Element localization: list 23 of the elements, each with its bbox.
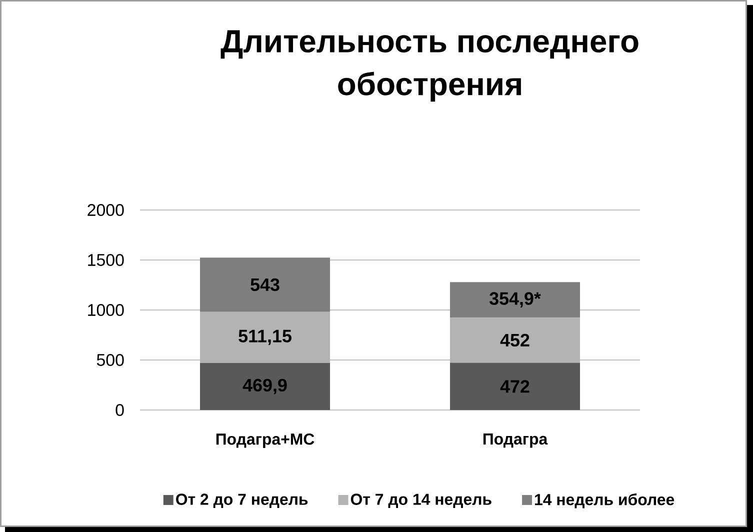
data-label: 469,9 [242, 378, 287, 394]
y-tick-label: 1000 [88, 304, 124, 316]
x-tick-label: Подагра+МС [216, 434, 314, 448]
bar [450, 282, 580, 318]
chart-title: Длительность последнего обострения [220, 30, 638, 102]
bar [450, 318, 580, 363]
bar [450, 362, 580, 410]
y-tick-label: 500 [96, 354, 124, 366]
y-tick-label: 0 [116, 404, 124, 416]
legend-label: От 2 до 7 недель [176, 494, 308, 508]
y-tick-label: 2000 [88, 204, 124, 216]
bar [200, 258, 330, 312]
data-label: 511,15 [238, 330, 292, 345]
data-label: 452 [500, 334, 530, 347]
x-tick-label: Подагра [483, 434, 548, 448]
legend-label: От 7 до 14 недель [350, 494, 492, 508]
data-label: 472 [500, 380, 530, 393]
y-tick-label: 1500 [88, 254, 124, 266]
data-label: 543 [250, 278, 280, 292]
bar [200, 312, 330, 363]
bar [200, 362, 330, 410]
legend-label: 14 недель иболее [535, 493, 674, 508]
data-label: 354,9* [489, 292, 541, 308]
